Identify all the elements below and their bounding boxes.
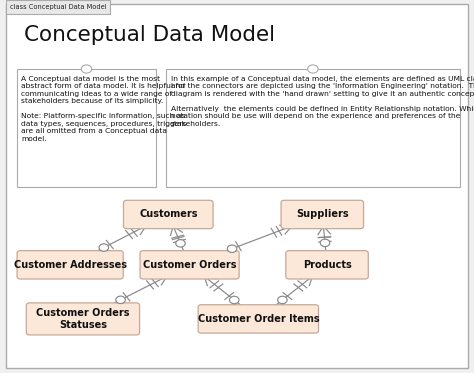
Circle shape <box>278 296 287 304</box>
Text: Products: Products <box>303 260 351 270</box>
Text: Customer Orders
Statuses: Customer Orders Statuses <box>36 308 130 330</box>
Circle shape <box>116 296 125 304</box>
FancyBboxPatch shape <box>140 251 239 279</box>
Circle shape <box>229 296 239 304</box>
Circle shape <box>82 65 91 73</box>
Circle shape <box>320 239 330 247</box>
FancyBboxPatch shape <box>6 0 110 14</box>
Circle shape <box>99 244 109 251</box>
Text: Customer Order Items: Customer Order Items <box>198 314 319 324</box>
FancyBboxPatch shape <box>6 4 468 368</box>
Text: Suppliers: Suppliers <box>296 210 349 219</box>
FancyBboxPatch shape <box>198 305 319 333</box>
FancyBboxPatch shape <box>17 69 156 186</box>
Text: Customer Orders: Customer Orders <box>143 260 237 270</box>
FancyBboxPatch shape <box>26 303 139 335</box>
FancyBboxPatch shape <box>17 251 123 279</box>
FancyBboxPatch shape <box>286 251 368 279</box>
Circle shape <box>176 239 185 247</box>
Text: Conceptual Data Model: Conceptual Data Model <box>24 25 275 46</box>
Text: In this example of a Conceptual data model, the elements are defined as UML clas: In this example of a Conceptual data mod… <box>171 76 474 127</box>
Text: class Conceptual Data Model: class Conceptual Data Model <box>9 4 106 10</box>
Text: Customers: Customers <box>139 210 198 219</box>
Text: Customer Addresses: Customer Addresses <box>14 260 127 270</box>
FancyBboxPatch shape <box>166 69 460 186</box>
Circle shape <box>228 245 237 253</box>
Text: A Conceptual data model is the most
abstract form of data model. It is helpful f: A Conceptual data model is the most abst… <box>21 76 187 142</box>
Circle shape <box>308 65 318 73</box>
FancyBboxPatch shape <box>123 200 213 229</box>
FancyBboxPatch shape <box>281 200 364 229</box>
